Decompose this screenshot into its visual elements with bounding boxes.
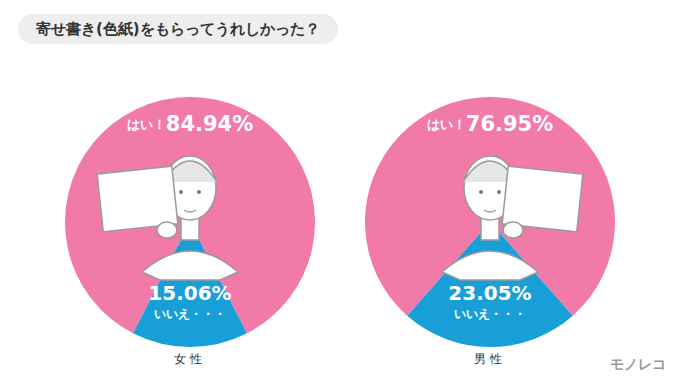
html-text:モノレコ: モノレコ bbox=[610, 356, 666, 372]
html-text:男性: 男性 bbox=[474, 352, 506, 366]
html-text:女性: 女性 bbox=[174, 352, 206, 366]
svg-text:15.06%いいえ・・・: 15.06%いいえ・・・ bbox=[148, 281, 231, 321]
svg-text:はい！76.95%: はい！76.95% bbox=[427, 112, 553, 136]
html-text:寄せ書き(色紙)をもらってうれしかった？: 寄せ書き(色紙)をもらってうれしかった？ bbox=[36, 19, 320, 38]
svg-text:はい！84.94%: はい！84.94% bbox=[127, 112, 253, 136]
svg-text:23.05%いいえ・・・: 23.05%いいえ・・・ bbox=[448, 281, 531, 321]
